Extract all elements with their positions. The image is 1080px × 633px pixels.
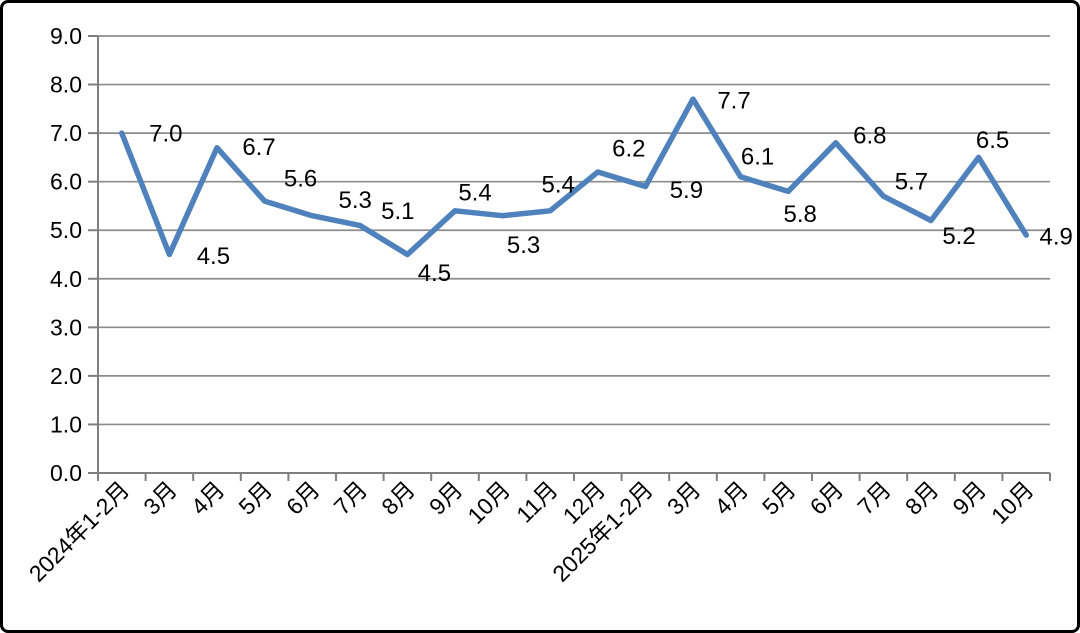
x-tick-label: 4月: [186, 476, 230, 520]
x-tick-label: 5月: [233, 476, 277, 520]
data-point-label: 4.5: [418, 260, 451, 287]
y-tick-label: 1.0: [50, 411, 82, 437]
y-tick-label: 3.0: [50, 314, 82, 340]
x-tick-label: 10月: [986, 476, 1039, 529]
y-tick-label: 8.0: [50, 72, 82, 98]
data-point-label: 7.0: [149, 121, 182, 148]
data-point-label: 5.1: [381, 198, 414, 225]
data-point-label: 5.4: [542, 171, 575, 198]
x-tick-label: 3月: [138, 476, 182, 520]
x-tick-label: 10月: [462, 476, 515, 529]
data-point-label: 5.2: [942, 223, 975, 250]
data-point-label: 5.3: [507, 232, 540, 259]
x-tick-label: 8月: [900, 476, 944, 520]
x-tick-label: 7月: [329, 476, 373, 520]
y-tick-label: 0.0: [50, 460, 82, 486]
data-point-label: 5.3: [339, 187, 372, 214]
y-tick-label: 7.0: [50, 120, 82, 146]
x-tick-label: 6月: [281, 476, 325, 520]
x-tick-label: 2024年1-2月: [24, 476, 135, 587]
data-series-line: [119, 96, 1029, 258]
data-point-label: 6.1: [741, 143, 774, 170]
x-tick-label: 7月: [852, 476, 896, 520]
x-tick-label: 4月: [709, 476, 753, 520]
data-point-label: 5.7: [895, 169, 928, 196]
y-tick-label: 9.0: [50, 23, 82, 49]
x-tick-label: 3月: [662, 476, 706, 520]
x-tick-label: 9月: [947, 476, 991, 520]
x-tick-label: 9月: [424, 476, 468, 520]
data-point-label: 6.8: [853, 122, 886, 149]
data-point-label: 5.4: [458, 179, 491, 206]
data-point-label: 5.6: [284, 166, 317, 193]
data-point-label: 6.5: [976, 127, 1009, 154]
y-tick-label: 4.0: [50, 266, 82, 292]
data-point-label: 5.9: [670, 177, 703, 204]
y-tick-label: 6.0: [50, 169, 82, 195]
data-point-label: 6.7: [242, 134, 275, 161]
data-point-label: 4.5: [197, 243, 230, 270]
x-tick-label: 5月: [757, 476, 801, 520]
data-point-label: 4.9: [1040, 224, 1073, 251]
data-point-label: 6.2: [612, 135, 645, 162]
x-tick-label: 8月: [376, 476, 420, 520]
x-tick-label: 11月: [511, 476, 563, 528]
y-tick-label: 5.0: [50, 217, 82, 243]
x-tick-label: 6月: [805, 476, 849, 520]
data-point-label: 7.7: [717, 88, 750, 115]
y-tick-label: 2.0: [50, 363, 82, 389]
data-point-label: 5.8: [784, 201, 817, 228]
